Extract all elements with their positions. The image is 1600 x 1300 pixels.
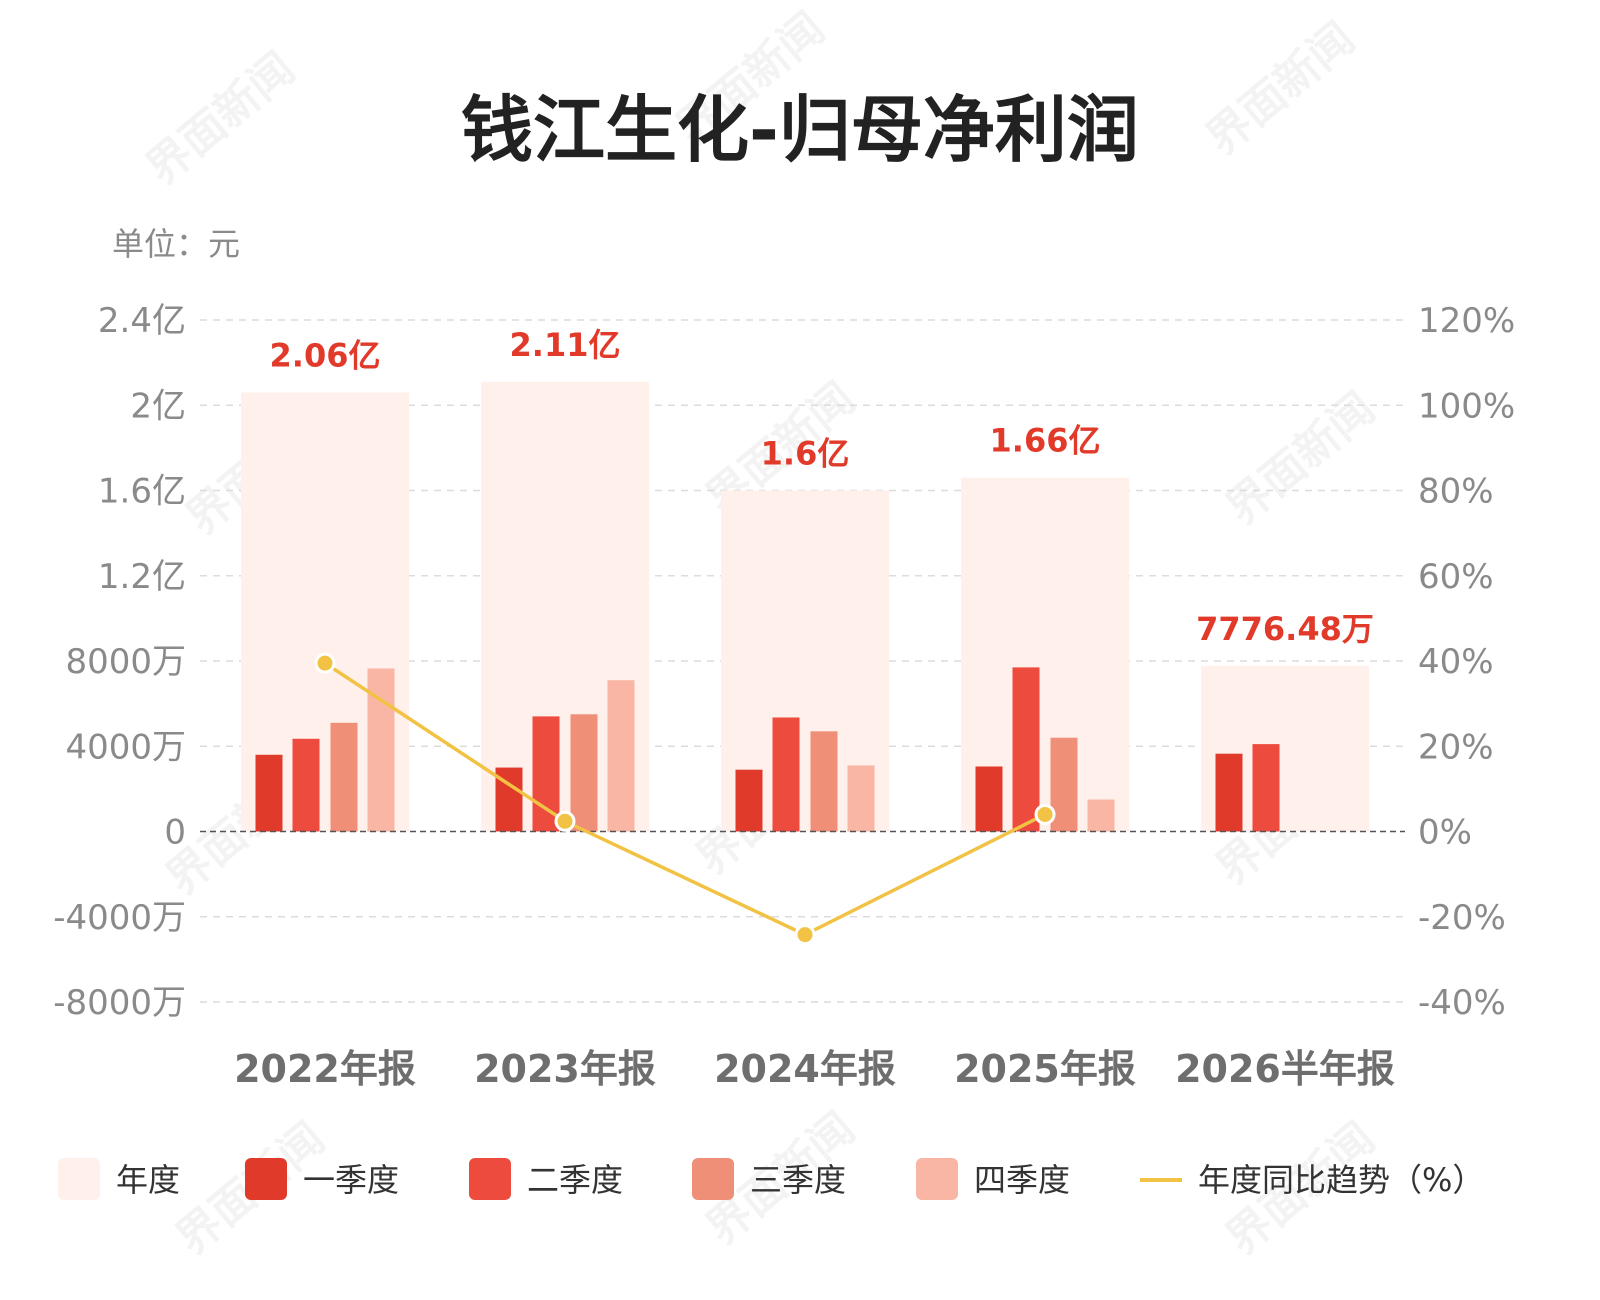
quarter-bar: [772, 717, 800, 832]
yoy-point: [1034, 803, 1056, 825]
quarter-bar: [1087, 799, 1115, 832]
y-tick-label: 1.6亿: [98, 472, 186, 512]
y2-tick-label: 0%: [1418, 813, 1472, 853]
quarter-bar: [810, 731, 838, 832]
y-tick-label: -4000万: [53, 898, 186, 938]
y2-tick-label: -20%: [1418, 898, 1506, 938]
y2-tick-label: 100%: [1418, 386, 1515, 426]
y-tick-label: 8000万: [65, 642, 186, 682]
quarter-bar: [607, 680, 635, 832]
quarter-bar: [255, 754, 283, 832]
x-tick-label: 2025年报: [954, 1047, 1136, 1091]
legend-label: 三季度: [750, 1161, 846, 1199]
x-tick-label: 2024年报: [714, 1047, 896, 1091]
y-tick-label: 4000万: [65, 727, 186, 767]
y2-tick-label: -40%: [1418, 983, 1506, 1023]
y2-tick-label: 120%: [1418, 301, 1515, 341]
annual-data-label: 2.11亿: [510, 326, 621, 364]
annual-data-label: 1.66亿: [990, 422, 1101, 460]
annual-data-label: 1.6亿: [761, 435, 850, 473]
y2-tick-label: 20%: [1418, 727, 1494, 767]
watermark-text: 界面新闻: [137, 43, 305, 195]
y-tick-label: -8000万: [53, 983, 186, 1023]
yoy-polyline: [324, 661, 1046, 937]
y-axis-left: 2.4亿 2亿 1.6亿 1.2亿 8000万 4000万 0 -4000万 -8000万: [53, 301, 186, 1023]
quarter-bar: [1252, 744, 1280, 832]
legend-swatch: [692, 1158, 734, 1200]
quarter-bar: [847, 765, 875, 832]
quarter-bar: [1012, 667, 1040, 832]
x-tick-label: 2023年报: [474, 1047, 656, 1091]
quarter-bar: [975, 766, 1003, 832]
legend-label: 一季度: [303, 1161, 399, 1199]
yoy-point: [554, 810, 576, 832]
data-labels: 2.06亿 2.11亿 1.6亿 1.66亿 7776.48万: [270, 326, 1374, 648]
yoy-trend-line: [314, 652, 1056, 946]
y-axis-right: 120% 100% 80% 60% 40% 20% 0% -20% -40%: [1418, 301, 1515, 1023]
watermark-text: 界面新闻: [1197, 13, 1365, 165]
legend-swatch: [916, 1158, 958, 1200]
legend-swatch: [469, 1158, 511, 1200]
yoy-point: [794, 924, 816, 946]
x-axis: 2022年报 2023年报 2024年报 2025年报 2026半年报: [234, 1047, 1395, 1091]
legend: 年度 一季度 二季度 三季度 四季度 年度同比趋势（%）: [58, 1158, 1484, 1200]
legend-label: 二季度: [527, 1161, 623, 1199]
quarter-bar: [292, 738, 320, 832]
annual-data-label: 2.06亿: [270, 336, 381, 374]
x-tick-label: 2022年报: [234, 1047, 416, 1091]
legend-label: 年度: [116, 1161, 180, 1199]
y-tick-label: 1.2亿: [98, 557, 186, 597]
yoy-point: [314, 652, 336, 674]
y-tick-label: 2.4亿: [98, 301, 186, 341]
legend-label: 年度同比趋势（%）: [1198, 1161, 1484, 1199]
y-tick-label: 2亿: [130, 386, 186, 426]
y-tick-label: 0: [164, 813, 186, 853]
y2-tick-label: 80%: [1418, 472, 1494, 512]
quarter-bars: [255, 667, 1280, 832]
quarter-bar: [532, 716, 560, 832]
chart-title: 钱江生化-归母净利润: [461, 88, 1139, 172]
y2-tick-label: 60%: [1418, 557, 1494, 597]
quarter-bar: [330, 722, 358, 832]
legend-label: 四季度: [974, 1161, 1070, 1199]
x-tick-label: 2026半年报: [1175, 1047, 1395, 1091]
quarter-bar: [570, 714, 598, 832]
quarter-bar: [735, 769, 763, 832]
unit-label: 单位：元: [112, 225, 240, 263]
legend-swatch: [58, 1158, 100, 1200]
y2-tick-label: 40%: [1418, 642, 1494, 682]
legend-swatch: [245, 1158, 287, 1200]
quarter-bar: [1215, 753, 1243, 832]
annual-data-label: 7776.48万: [1196, 610, 1374, 648]
